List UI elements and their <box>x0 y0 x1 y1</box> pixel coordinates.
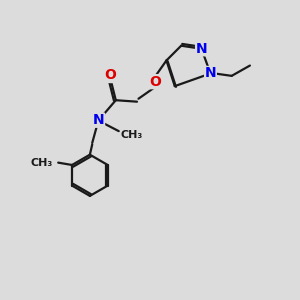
Text: N: N <box>205 67 216 80</box>
Text: N: N <box>93 113 104 127</box>
Text: CH₃: CH₃ <box>31 158 53 168</box>
Text: CH₃: CH₃ <box>120 130 142 140</box>
Text: O: O <box>149 75 161 89</box>
Text: O: O <box>105 68 116 83</box>
Text: N: N <box>196 42 207 56</box>
